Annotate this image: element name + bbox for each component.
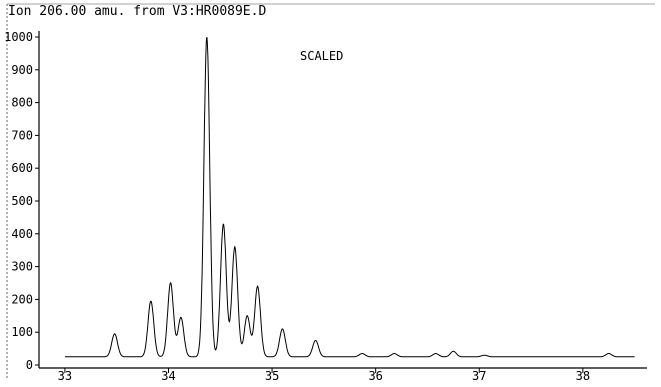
y-tick-label: 100 <box>11 325 33 339</box>
ticks: 0 100 200 300 400 500 600 700 800 900 1000 33 34 35 36… <box>4 30 590 382</box>
x-tick-label: 34 <box>161 369 175 382</box>
y-tick-label: 900 <box>11 63 33 77</box>
scaled-annotation: SCALED <box>300 49 343 63</box>
y-tick-label: 800 <box>11 96 33 110</box>
y-tick-label: 0 <box>26 358 33 372</box>
chromatogram-trace <box>65 38 635 357</box>
chart-title: Ion 206.00 amu. from V3:HR0089E.D <box>8 4 266 19</box>
y-tick-label: 600 <box>11 161 33 175</box>
y-tick-label: 500 <box>11 194 33 208</box>
y-tick-label: 700 <box>11 128 33 142</box>
y-tick-label: 1000 <box>4 30 33 44</box>
y-tick-label: 400 <box>11 227 33 241</box>
x-tick-label: 37 <box>472 369 486 382</box>
x-tick-label: 35 <box>265 369 279 382</box>
x-tick-label: 36 <box>368 369 382 382</box>
x-tick-label: 38 <box>576 369 590 382</box>
y-tick-label: 200 <box>11 292 33 306</box>
y-tick-label: 300 <box>11 260 33 274</box>
series <box>65 37 635 357</box>
x-tick-label: 33 <box>58 369 72 382</box>
